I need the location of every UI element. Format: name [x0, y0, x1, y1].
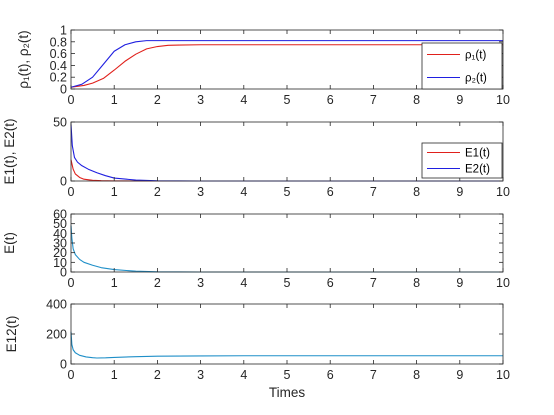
x-tick-label: 0 [68, 93, 75, 107]
x-tick-label: 4 [240, 276, 247, 290]
x-tick-label: 10 [496, 276, 510, 290]
x-tick-label: 9 [456, 93, 463, 107]
x-tick-label: 4 [240, 368, 247, 382]
y-tick-label: 20 [53, 246, 67, 260]
legend-box [421, 142, 503, 179]
y-tick-label: 200 [46, 328, 67, 342]
chart-panel-E12: 0 1 2 3 4 5 6 7 8 9 10 0 200 400 E12(t) Times [4, 298, 510, 401]
legend-label: ρ₁(t) [465, 50, 486, 62]
y-tick-label: 0 [60, 175, 67, 189]
y-tick-label: 50 [53, 116, 67, 130]
x-tick-label: 9 [456, 368, 463, 382]
y-tick-label: 0.2 [50, 71, 67, 85]
x-tick-label: 4 [240, 93, 247, 107]
legend: E1(t) E2(t) [421, 142, 503, 179]
x-tick-label: 3 [197, 93, 204, 107]
legend-label: ρ₂(t) [465, 73, 487, 85]
x-tick-label: 2 [154, 93, 161, 107]
x-tick-label: 0 [68, 276, 75, 290]
x-tick-label: 2 [154, 276, 161, 290]
x-tick-label: 5 [284, 368, 291, 382]
y-tick-label: 30 [53, 237, 67, 251]
x-tick-label: 9 [456, 276, 463, 290]
legend-label: E2(t) [465, 164, 490, 176]
x-tick-label: 6 [327, 276, 334, 290]
x-tick-label: 8 [413, 368, 420, 382]
x-tick-label: 1 [111, 93, 118, 107]
x-tick-label: 4 [240, 185, 247, 199]
x-tick-label: 8 [413, 276, 420, 290]
x-tick-label: 10 [496, 93, 510, 107]
y-tick-label: 400 [46, 298, 67, 312]
y-tick-label: 1 [60, 24, 67, 38]
x-tick-label: 3 [197, 276, 204, 290]
x-tick-label: 6 [327, 185, 334, 199]
x-tick-label: 10 [496, 185, 510, 199]
x-tick-label: 0 [68, 185, 75, 199]
x-axis-label: Times [269, 385, 305, 400]
legend: ρ₁(t) ρ₂(t) [421, 42, 503, 90]
x-tick-label: 5 [284, 93, 291, 107]
x-tick-label: 7 [370, 276, 377, 290]
legend-box [421, 42, 503, 90]
x-tick-label: 5 [284, 276, 291, 290]
y-axis-label: E(t) [2, 232, 17, 254]
x-tick-label: 3 [197, 368, 204, 382]
y-tick-label: 0 [60, 83, 67, 97]
y-axis-label: ρ₁(t), ρ₂(t) [16, 30, 31, 88]
y-tick-label: 0.4 [50, 59, 67, 73]
y-tick-label: 40 [53, 227, 67, 241]
x-tick-label: 9 [456, 185, 463, 199]
y-tick-label: 0 [60, 358, 67, 372]
x-tick-label: 7 [370, 368, 377, 382]
x-tick-label: 6 [327, 93, 334, 107]
y-tick-label: 10 [53, 256, 67, 270]
x-tick-label: 7 [370, 93, 377, 107]
x-tick-label: 8 [413, 93, 420, 107]
y-tick-label: 0.6 [50, 47, 67, 61]
x-tick-label: 6 [327, 368, 334, 382]
x-tick-label: 8 [413, 185, 420, 199]
series-line-rho-1 [70, 40, 503, 88]
x-tick-label: 2 [154, 185, 161, 199]
y-tick-label: 50 [53, 217, 67, 231]
y-tick-label: 60 [53, 208, 67, 222]
plot-area [71, 304, 503, 364]
y-axis-label: E12(t) [4, 316, 19, 353]
chart-panel-E1E2: 0 1 2 3 4 5 6 7 8 9 10 0 50 E1(t), E2(t) E1(t) E2(t) [2, 116, 510, 200]
series-line-E12-0 [70, 331, 503, 359]
x-tick-label: 0 [68, 368, 75, 382]
plot-area [71, 214, 503, 272]
series-line-rho-0 [70, 44, 503, 88]
x-tick-label: 1 [111, 185, 118, 199]
x-tick-label: 10 [496, 368, 510, 382]
x-tick-label: 7 [370, 185, 377, 199]
y-tick-label: 0 [60, 266, 67, 280]
x-tick-label: 1 [111, 368, 118, 382]
y-axis-label: E1(t), E2(t) [2, 118, 17, 184]
x-tick-label: 2 [154, 368, 161, 382]
y-tick-label: 0.8 [50, 35, 67, 49]
x-tick-label: 1 [111, 276, 118, 290]
x-tick-label: 3 [197, 185, 204, 199]
x-tick-label: 5 [284, 185, 291, 199]
legend-label: E1(t) [465, 148, 490, 160]
